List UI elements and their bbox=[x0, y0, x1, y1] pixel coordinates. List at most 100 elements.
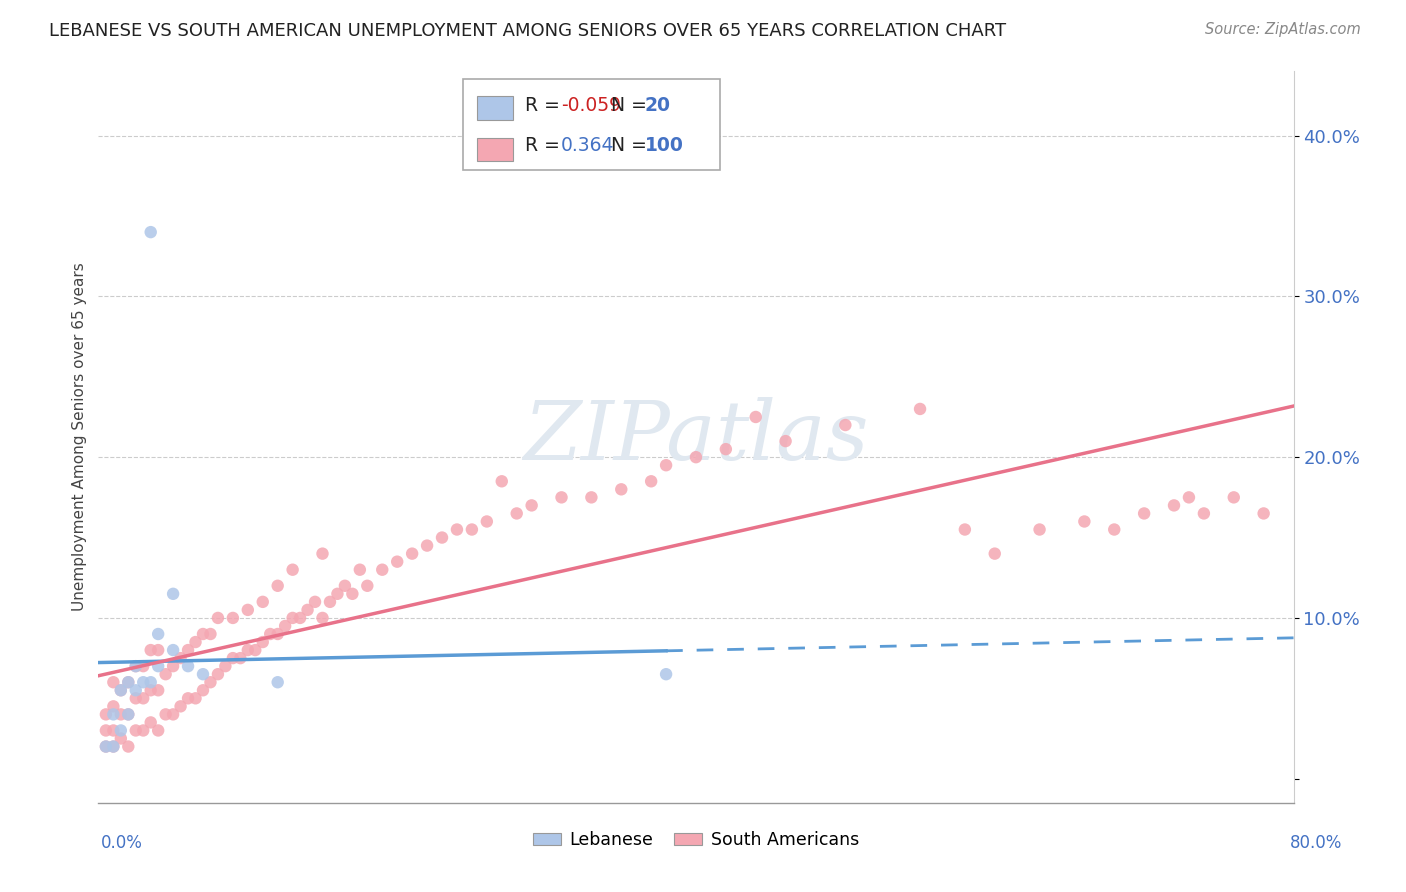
Point bbox=[326, 587, 349, 601]
Bar bbox=[477, 137, 513, 161]
Point bbox=[117, 739, 139, 754]
Point bbox=[177, 691, 200, 706]
Point bbox=[117, 675, 139, 690]
FancyBboxPatch shape bbox=[463, 78, 720, 170]
Point bbox=[252, 595, 274, 609]
Point bbox=[139, 715, 162, 730]
Point bbox=[200, 675, 222, 690]
Text: N =: N = bbox=[612, 95, 652, 115]
Point bbox=[110, 683, 132, 698]
Point bbox=[371, 563, 394, 577]
Point bbox=[132, 659, 155, 673]
Point bbox=[200, 627, 222, 641]
Point bbox=[207, 667, 229, 681]
Point bbox=[110, 731, 132, 746]
Text: LEBANESE VS SOUTH AMERICAN UNEMPLOYMENT AMONG SENIORS OVER 65 YEARS CORRELATION : LEBANESE VS SOUTH AMERICAN UNEMPLOYMENT … bbox=[49, 22, 1007, 40]
Bar bbox=[477, 96, 513, 120]
Point bbox=[1253, 507, 1275, 521]
Point bbox=[132, 675, 155, 690]
Point bbox=[148, 723, 170, 738]
Point bbox=[177, 643, 200, 657]
Point bbox=[834, 417, 856, 432]
Point bbox=[236, 603, 259, 617]
Point bbox=[125, 659, 148, 673]
Text: R =: R = bbox=[524, 95, 567, 115]
Point bbox=[714, 442, 737, 457]
Point bbox=[1192, 507, 1215, 521]
Point bbox=[430, 531, 453, 545]
Point bbox=[103, 739, 125, 754]
Point bbox=[162, 707, 184, 722]
Point bbox=[267, 675, 290, 690]
Point bbox=[281, 611, 304, 625]
Point bbox=[1163, 499, 1185, 513]
Point bbox=[520, 499, 543, 513]
Text: 80.0%: 80.0% bbox=[1291, 834, 1343, 852]
Point bbox=[110, 683, 132, 698]
Point bbox=[191, 683, 214, 698]
Point bbox=[139, 683, 162, 698]
Point bbox=[139, 675, 162, 690]
Point bbox=[349, 563, 371, 577]
Text: 100: 100 bbox=[644, 136, 683, 155]
Point bbox=[506, 507, 529, 521]
Point bbox=[148, 627, 170, 641]
Point bbox=[655, 667, 678, 681]
Point bbox=[103, 707, 125, 722]
Point bbox=[1178, 491, 1201, 505]
Legend: Lebanese, South Americans: Lebanese, South Americans bbox=[526, 824, 866, 856]
Point bbox=[475, 515, 498, 529]
Point bbox=[1223, 491, 1246, 505]
Point bbox=[184, 635, 207, 649]
Point bbox=[1104, 523, 1126, 537]
Point bbox=[581, 491, 603, 505]
Point bbox=[132, 691, 155, 706]
Point bbox=[259, 627, 281, 641]
Point bbox=[125, 691, 148, 706]
Point bbox=[148, 643, 170, 657]
Point bbox=[745, 409, 768, 424]
Point bbox=[155, 667, 177, 681]
Point bbox=[311, 547, 333, 561]
Point bbox=[267, 627, 290, 641]
Point bbox=[139, 225, 162, 239]
Point bbox=[333, 579, 356, 593]
Text: -0.059: -0.059 bbox=[561, 95, 621, 115]
Text: ZIPatlas: ZIPatlas bbox=[523, 397, 869, 477]
Text: 0.364: 0.364 bbox=[561, 136, 614, 155]
Point bbox=[125, 683, 148, 698]
Point bbox=[245, 643, 267, 657]
Point bbox=[139, 643, 162, 657]
Text: N =: N = bbox=[612, 136, 652, 155]
Text: R =: R = bbox=[524, 136, 567, 155]
Point bbox=[984, 547, 1007, 561]
Point bbox=[222, 651, 245, 665]
Point bbox=[446, 523, 468, 537]
Point bbox=[169, 699, 191, 714]
Point bbox=[177, 659, 200, 673]
Point bbox=[461, 523, 484, 537]
Point bbox=[117, 675, 139, 690]
Point bbox=[191, 667, 214, 681]
Point bbox=[356, 579, 378, 593]
Point bbox=[103, 699, 125, 714]
Text: Source: ZipAtlas.com: Source: ZipAtlas.com bbox=[1205, 22, 1361, 37]
Point bbox=[953, 523, 976, 537]
Y-axis label: Unemployment Among Seniors over 65 years: Unemployment Among Seniors over 65 years bbox=[72, 263, 87, 611]
Point bbox=[775, 434, 797, 449]
Point bbox=[162, 659, 184, 673]
Point bbox=[191, 627, 214, 641]
Point bbox=[908, 401, 931, 416]
Point bbox=[550, 491, 572, 505]
Text: 0.0%: 0.0% bbox=[101, 834, 143, 852]
Point bbox=[491, 475, 513, 489]
Point bbox=[640, 475, 662, 489]
Point bbox=[117, 707, 139, 722]
Point bbox=[214, 659, 236, 673]
Point bbox=[288, 611, 311, 625]
Point bbox=[117, 707, 139, 722]
Point bbox=[685, 450, 707, 465]
Point bbox=[110, 707, 132, 722]
Point bbox=[148, 659, 170, 673]
Point bbox=[125, 723, 148, 738]
